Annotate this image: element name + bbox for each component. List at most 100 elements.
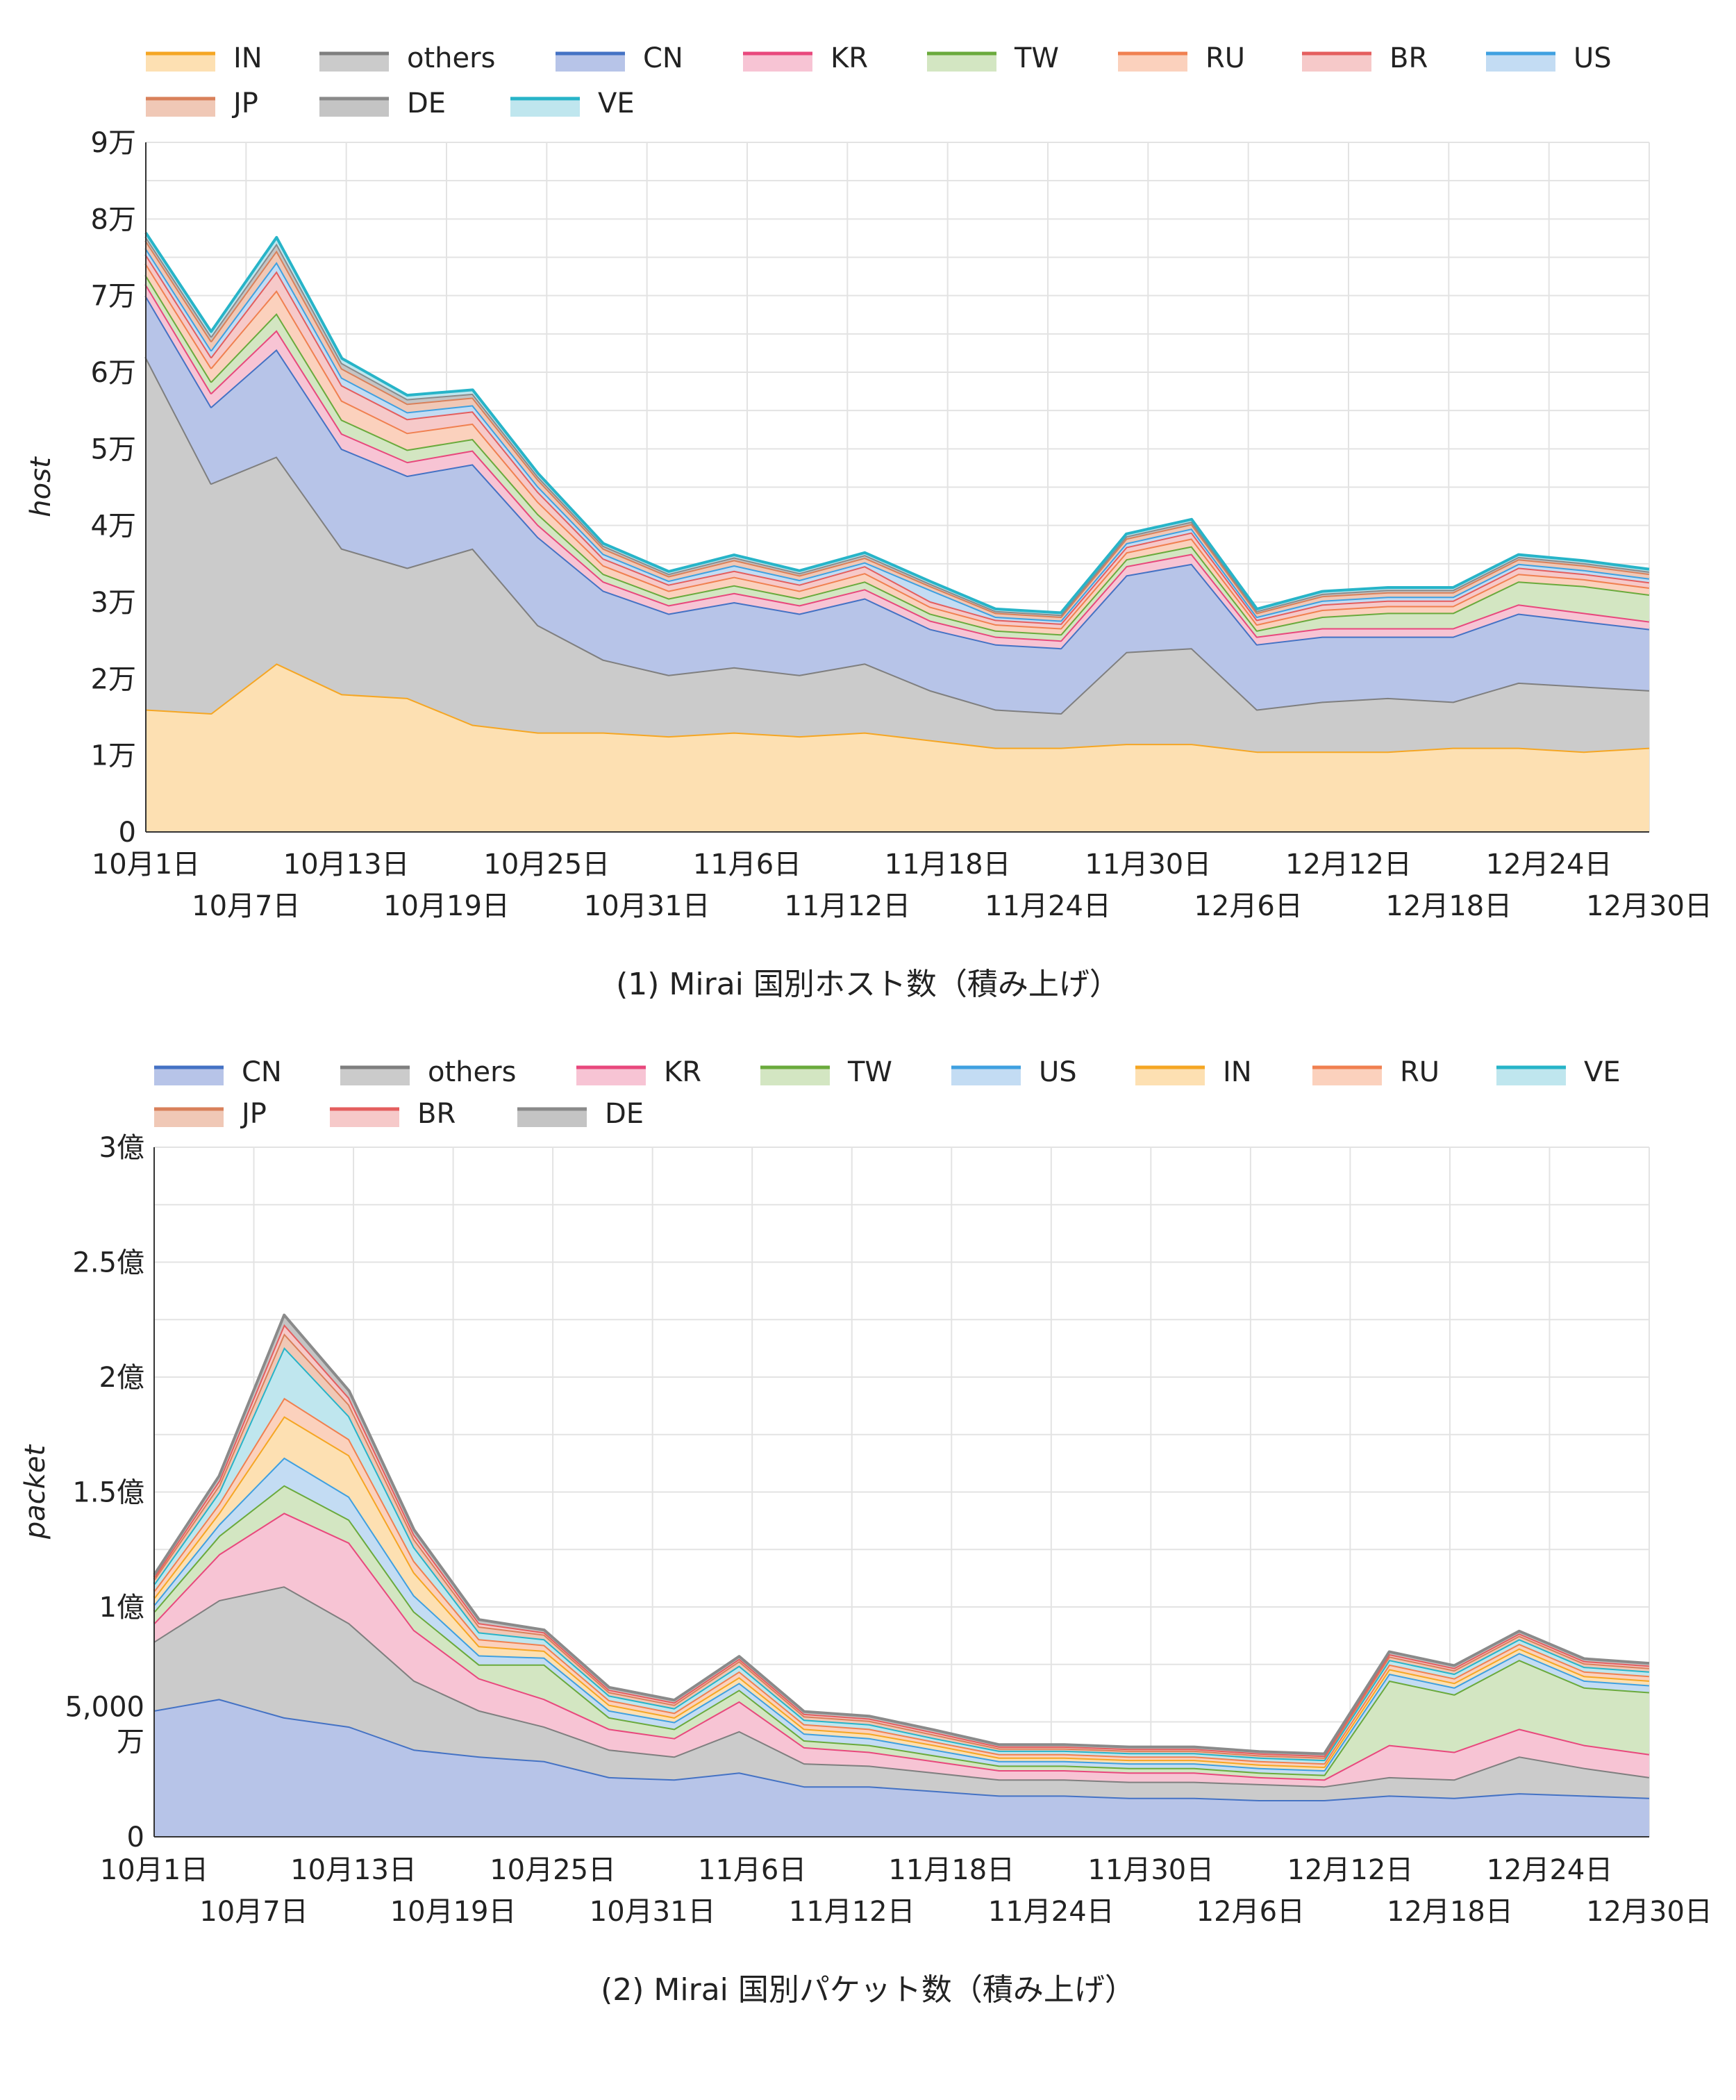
y-tick-label: 9万 bbox=[91, 127, 136, 159]
legend-swatch bbox=[517, 1109, 587, 1127]
x-tick-label: 11月30日 bbox=[1087, 1854, 1214, 1886]
line-VE bbox=[144, 232, 1650, 615]
x-tick-label: 10月31日 bbox=[584, 890, 710, 922]
legend-item-VE: VE bbox=[510, 88, 635, 119]
legend-label: RU bbox=[1400, 1056, 1439, 1088]
x-tick-label: 11月24日 bbox=[985, 890, 1111, 922]
legend-swatch bbox=[927, 53, 996, 72]
legend-item-others: others bbox=[319, 42, 495, 74]
legend-item-DE: DE bbox=[319, 88, 446, 119]
legend: CN others KR TW US IN RU VE JP BR DE bbox=[154, 1056, 1621, 1130]
legend-label: RU bbox=[1205, 42, 1245, 74]
legend-label: KR bbox=[831, 42, 868, 74]
y-tick-label: 0 bbox=[119, 817, 136, 849]
x-tick-label: 10月31日 bbox=[590, 1896, 716, 1928]
legend-label: DE bbox=[605, 1098, 644, 1130]
legend-item-TW: TW bbox=[927, 42, 1059, 74]
x-tick-label: 11月18日 bbox=[888, 1854, 1015, 1886]
x-tick-label: 12月24日 bbox=[1487, 1854, 1613, 1886]
x-tick-label: 10月7日 bbox=[192, 890, 300, 922]
y-tick-label: 2億 bbox=[99, 1362, 144, 1394]
legend-swatch bbox=[146, 99, 215, 117]
x-tick-label: 12月12日 bbox=[1287, 1854, 1414, 1886]
x-tick-label: 11月30日 bbox=[1085, 849, 1211, 881]
legend-swatch bbox=[154, 1109, 224, 1127]
legend-item-IN: IN bbox=[146, 42, 262, 74]
line-DE bbox=[153, 1313, 1650, 1756]
area-others bbox=[146, 356, 1649, 752]
x-tick-label: 12月12日 bbox=[1285, 849, 1412, 881]
legend-swatch bbox=[1135, 1067, 1205, 1085]
legend-label: JP bbox=[231, 88, 258, 119]
y-axis-label: host bbox=[25, 456, 57, 517]
legend-swatch bbox=[146, 53, 215, 72]
legend-swatch bbox=[760, 1067, 830, 1085]
area-TW bbox=[154, 1485, 1649, 1780]
x-tick-label: 12月30日 bbox=[1586, 890, 1712, 922]
legend-swatch bbox=[1118, 53, 1187, 72]
y-tick-label: 4万 bbox=[91, 510, 136, 542]
x-tick-label: 10月19日 bbox=[383, 890, 510, 922]
legend-label: US bbox=[1039, 1056, 1077, 1088]
chart-1: 0 1万 2万 3万 4万 5万 6万 7万 8万 9万 host 10月1日 10月13日 10月25日… bbox=[25, 42, 1712, 1002]
legend-item-KR: KR bbox=[576, 1056, 701, 1088]
legend-label: US bbox=[1574, 42, 1612, 74]
x-tick-label: 11月24日 bbox=[988, 1896, 1115, 1928]
area-VE bbox=[154, 1347, 1649, 1764]
legend-label: CN bbox=[643, 42, 683, 74]
legend-item-others: others bbox=[340, 1056, 516, 1088]
x-tick-label: 10月7日 bbox=[199, 1896, 308, 1928]
y-tick-label: 1万 bbox=[91, 740, 136, 772]
legend-swatch bbox=[576, 1067, 646, 1085]
legend-item-CN: CN bbox=[556, 42, 683, 74]
series-areas bbox=[144, 232, 1650, 832]
legend-label: KR bbox=[664, 1056, 701, 1088]
x-tick-label: 12月18日 bbox=[1387, 1896, 1513, 1928]
legend-swatch bbox=[1302, 53, 1371, 72]
x-tick-label: 10月1日 bbox=[100, 1854, 208, 1886]
legend-item-JP: JP bbox=[154, 1098, 267, 1130]
y-tick-label: 1億 bbox=[99, 1592, 144, 1624]
legend-label: DE bbox=[407, 88, 446, 119]
area-IN bbox=[154, 1416, 1649, 1770]
legend-swatch bbox=[1312, 1067, 1382, 1085]
x-tick-label: 10月19日 bbox=[390, 1896, 517, 1928]
legend-swatch bbox=[1496, 1067, 1566, 1085]
legend-item-RU: RU bbox=[1118, 42, 1245, 74]
legend-label: BR bbox=[1389, 42, 1428, 74]
y-tick-label: 2.5億 bbox=[72, 1247, 144, 1279]
y-tick-label: 2万 bbox=[91, 663, 136, 695]
x-tick-label: 11月12日 bbox=[784, 890, 910, 922]
legend-label: others bbox=[428, 1056, 516, 1088]
x-tick-label: 12月18日 bbox=[1385, 890, 1512, 922]
legend-item-BR: BR bbox=[330, 1098, 456, 1130]
y-axis-label: packet bbox=[19, 1444, 51, 1540]
x-tick-label: 10月13日 bbox=[290, 1854, 417, 1886]
legend: IN others CN KR TW RU BR US JP DE VE bbox=[146, 42, 1612, 119]
area-IN bbox=[146, 663, 1649, 832]
legend-item-TW: TW bbox=[760, 1056, 892, 1088]
area-CN bbox=[146, 295, 1649, 713]
legend-item-VE: VE bbox=[1496, 1056, 1621, 1088]
y-tick-label: 3億 bbox=[99, 1132, 144, 1164]
chart-caption: (1) Mirai 国別ホスト数（積み上げ） bbox=[616, 967, 1120, 1002]
x-tick-label: 12月24日 bbox=[1486, 849, 1612, 881]
legend-swatch bbox=[319, 99, 389, 117]
x-tick-label: 12月30日 bbox=[1586, 1896, 1712, 1928]
y-tick-label: 3万 bbox=[91, 587, 136, 619]
legend-label: IN bbox=[233, 42, 262, 74]
legend-item-US: US bbox=[951, 1056, 1077, 1088]
legend-item-DE: DE bbox=[517, 1098, 644, 1130]
x-tick-label: 10月13日 bbox=[283, 849, 410, 881]
x-tick-label: 10月1日 bbox=[92, 849, 200, 881]
area-KR bbox=[154, 1512, 1649, 1787]
legend-label: BR bbox=[417, 1098, 456, 1130]
area-TW bbox=[146, 274, 1649, 641]
x-tick-label: 12月6日 bbox=[1196, 1896, 1305, 1928]
legend-label: TW bbox=[1014, 42, 1059, 74]
y-tick-label: 5,000 万 bbox=[65, 1692, 144, 1758]
legend-swatch bbox=[319, 53, 389, 72]
legend-item-CN: CN bbox=[154, 1056, 282, 1088]
